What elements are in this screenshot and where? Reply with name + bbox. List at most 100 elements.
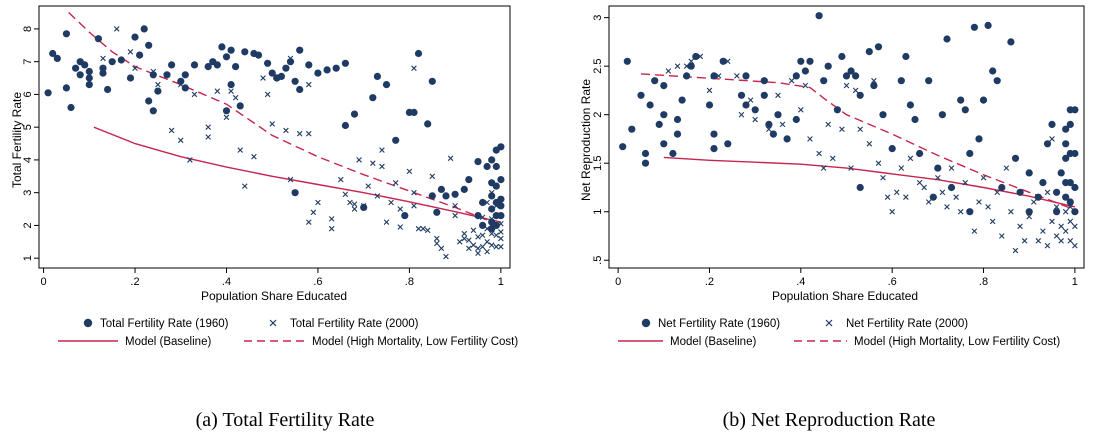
scatter-point-x: [775, 92, 781, 99]
scatter-point-dot: [916, 149, 924, 158]
legend-a: Total Fertility Rate (1960) Total Fertil…: [58, 318, 518, 348]
scatter-point-dot: [62, 84, 70, 92]
scatter-point-dot: [163, 71, 171, 79]
scatter-point-dot: [1016, 188, 1024, 196]
y-tick-label: .5: [592, 256, 604, 265]
scatter-point-x: [1062, 208, 1069, 215]
scatter-point-dot: [126, 74, 135, 82]
y-tick-label: 3: [592, 15, 604, 21]
scatter-point-x: [944, 204, 950, 210]
scatter-point-x: [830, 155, 836, 162]
x-axis-title-a: Population Share Educated: [201, 289, 347, 303]
legend-label-2000-b: Net Fertility Rate (2000): [846, 318, 968, 330]
scatter-point-dot: [117, 56, 125, 64]
scatter-point-x: [779, 121, 786, 128]
x-tick-label: 0: [615, 276, 621, 288]
scatter-point-dot: [85, 81, 93, 89]
scatter-point-x: [264, 91, 271, 98]
scatter-point-x: [351, 201, 358, 207]
scatter-point-dot: [254, 51, 263, 59]
scatter-point-dot: [970, 23, 979, 31]
scatter-point-dot: [85, 74, 93, 82]
scatter-point-dot: [879, 111, 887, 119]
scatter-point-dot: [479, 221, 487, 229]
scatter-point-x: [998, 233, 1005, 239]
scatter-point-x: [306, 219, 312, 225]
scatter-point-x: [328, 225, 335, 232]
scatter-point-dot: [824, 62, 832, 70]
scatter-point-x: [132, 65, 138, 72]
scatter-point-dot: [984, 21, 992, 29]
scatter-point-x: [747, 97, 754, 103]
scatter-point-x: [985, 204, 991, 210]
scatter-point-x: [1026, 213, 1032, 220]
scatter-point-dot: [673, 130, 682, 138]
scatter-point-x: [1030, 199, 1037, 205]
scatter-point-dot: [966, 149, 974, 158]
scatter-point-x: [484, 239, 490, 245]
scatter-point-dot: [1048, 120, 1056, 128]
scatter-point-x: [287, 176, 294, 183]
scatter-point-dot: [1062, 125, 1070, 133]
scatter-point-dot: [131, 33, 139, 41]
scatter-point-x: [1067, 218, 1074, 225]
scatter-point-dot: [460, 185, 468, 193]
scatter-point-dot: [1062, 140, 1070, 148]
scatter-point-x: [168, 127, 175, 134]
scatter-point-x: [916, 179, 923, 186]
scatter-point-x: [292, 189, 298, 196]
scatter-point-dot: [911, 115, 919, 124]
scatter-point-dot: [833, 106, 842, 114]
scatter-point-dot: [474, 158, 482, 166]
scatter-point-x: [903, 194, 909, 200]
y-tick-label: 2: [592, 112, 604, 118]
scatter-point-dot: [497, 143, 505, 151]
scatter-point-x: [223, 114, 230, 121]
scatter-point-x: [1049, 218, 1055, 225]
scatter-point-dot: [145, 97, 153, 105]
scatter-point-x: [1021, 238, 1028, 244]
x-tick-label: 1: [498, 276, 504, 288]
scatter-point-x: [383, 219, 390, 225]
scatter-point-dot: [264, 59, 272, 67]
scatter-point-x: [1035, 238, 1042, 244]
scatter-point-dot: [94, 35, 102, 43]
scatter-point-x: [191, 91, 198, 98]
scatter-point-dot: [53, 54, 61, 63]
scatter-point-dot: [797, 57, 805, 65]
scatter-point-dot: [838, 52, 846, 61]
scatter-point-dot: [451, 190, 459, 198]
scatter-point-dot: [465, 176, 473, 184]
scatter-point-dot: [437, 185, 445, 193]
scatter-point-x: [365, 183, 372, 189]
scatter-point-dot: [993, 77, 1001, 85]
scatter-point-x: [479, 214, 486, 221]
y-tick-label: 4: [22, 157, 34, 163]
y-tick-label: 1: [22, 255, 34, 261]
scatter-point-x: [214, 88, 221, 94]
scatter-point-dot: [623, 57, 631, 65]
scatter-point-dot: [957, 96, 965, 104]
legend-label-highmort-b: Model (High Mortality, Low Fertility Cos…: [854, 336, 1060, 348]
scatter-point-x: [857, 126, 863, 133]
scatter-point-x: [665, 68, 672, 74]
scatter-point-dot: [806, 57, 814, 65]
scatter-point-x: [976, 199, 982, 205]
scatter-point-x: [1008, 208, 1014, 215]
scatter-point-dot: [943, 35, 951, 43]
scatter-point-dot: [1043, 140, 1052, 148]
x-tick-label: .8: [405, 276, 414, 288]
scatter-point-x: [493, 243, 500, 250]
scatter-point-dot: [998, 183, 1006, 192]
caption-a: (a) Total Fertility Rate: [196, 409, 375, 431]
scatter-point-dot: [651, 77, 659, 85]
scatter-point-dot: [856, 183, 864, 192]
scatter-point-dot: [497, 202, 505, 210]
scatter-point-x: [466, 245, 472, 252]
scatter-point-dot: [774, 111, 782, 119]
y-tick-label: 3: [22, 190, 34, 196]
scatter-point-x: [260, 75, 266, 81]
scatter-point-x: [461, 230, 468, 237]
scatter-point-dot: [1057, 169, 1065, 177]
scatter-point-dot: [382, 81, 391, 89]
